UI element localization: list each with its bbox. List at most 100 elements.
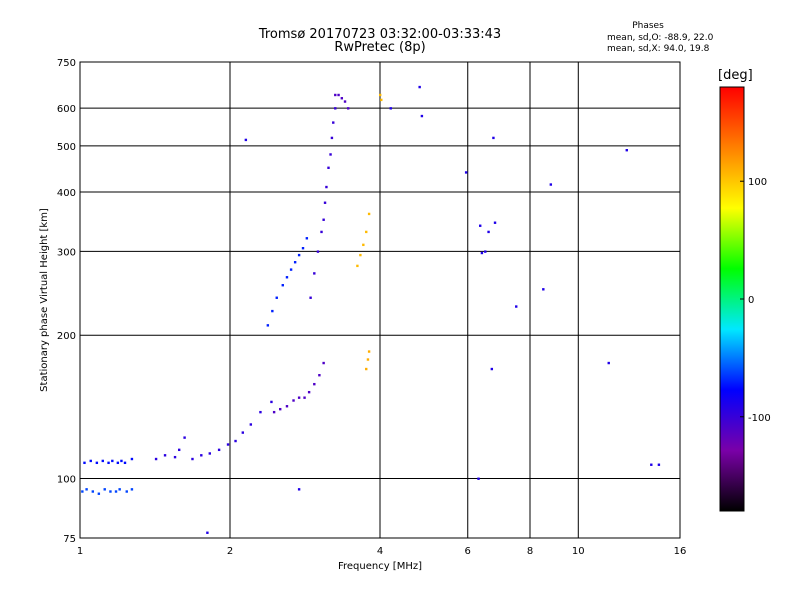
phase-info-heading: Phases (632, 21, 664, 31)
data-point (479, 224, 482, 227)
data-point (625, 148, 628, 152)
data-point (334, 93, 337, 97)
data-point (325, 185, 328, 189)
data-point (244, 138, 248, 142)
data-point (316, 250, 320, 253)
data-point (307, 390, 311, 394)
data-point (542, 288, 545, 291)
data-point (292, 399, 295, 402)
x-tick-label: 6 (465, 546, 471, 557)
data-point (484, 250, 487, 253)
data-point (118, 488, 121, 491)
y-axis-label: Stationary phase Virtual Height [km] (39, 208, 50, 392)
chart-title: Tromsø 20170723 03:32:00-03:33:43 (258, 27, 502, 42)
data-point (657, 463, 661, 466)
data-point (97, 492, 101, 495)
data-point (293, 261, 297, 264)
data-point (270, 400, 273, 404)
data-point (389, 107, 392, 110)
colorbar-ticks: 100 0 -100 (740, 177, 771, 424)
phase-info-x-mode: mean, sd,X: 94.0, 19.8 (607, 44, 710, 54)
data-point (241, 431, 245, 434)
y-tick-label: 750 (57, 58, 76, 69)
plot-frame (79, 61, 681, 539)
data-point (297, 253, 301, 257)
data-point (206, 531, 209, 534)
data-point (322, 218, 325, 221)
y-tick-label: 75 (63, 534, 76, 545)
y-tick-label: 400 (57, 188, 76, 199)
data-point (289, 268, 293, 271)
data-point (515, 305, 518, 308)
data-point (130, 457, 134, 461)
colorbar-tick-label: -100 (748, 413, 771, 424)
data-point (271, 309, 274, 313)
data-point (275, 296, 278, 299)
data-point (83, 461, 86, 465)
x-axis-label: Frequency [MHz] (338, 561, 422, 572)
data-point (266, 324, 270, 327)
data-point (234, 439, 237, 443)
data-point (329, 153, 332, 156)
data-point (116, 461, 120, 465)
x-tick-label: 1 (77, 546, 83, 557)
data-point (81, 490, 84, 493)
data-point (320, 230, 323, 234)
data-point (650, 463, 653, 466)
data-point (359, 253, 362, 257)
data-point (95, 461, 99, 465)
data-point (343, 100, 347, 103)
x-tick-label: 8 (527, 546, 533, 557)
data-point (249, 423, 253, 426)
data-point (272, 410, 276, 414)
x-tick-label: 10 (572, 546, 585, 557)
data-point (285, 405, 289, 408)
data-point (107, 461, 110, 465)
data-point (89, 459, 92, 463)
data-point (493, 221, 497, 224)
data-point (322, 361, 325, 365)
data-point (492, 136, 495, 140)
data-point (365, 367, 368, 371)
grid-lines (80, 62, 680, 538)
data-point (334, 107, 337, 110)
data-point (362, 243, 365, 247)
phase-info-o-mode: mean, sd,O: -88.9, 22.0 (607, 33, 714, 43)
data-point (297, 396, 301, 399)
data-point (477, 477, 480, 480)
data-point (303, 396, 306, 399)
data-point (297, 488, 301, 491)
data-point (464, 171, 468, 174)
x-tick-label: 2 (227, 546, 233, 557)
colorbar-tick-label: 100 (748, 177, 767, 188)
data-point (259, 410, 262, 414)
data-point (130, 488, 134, 491)
data-point (85, 488, 88, 491)
data-point (367, 350, 371, 353)
data-point (285, 276, 289, 279)
data-point (379, 93, 382, 97)
data-point (281, 284, 284, 287)
data-point (367, 212, 371, 216)
data-point (420, 114, 424, 118)
data-point (109, 490, 112, 493)
data-point (226, 443, 230, 446)
data-point (418, 85, 421, 89)
data-point (313, 272, 316, 275)
data-point (313, 382, 316, 386)
data-point (323, 201, 327, 204)
data-point (366, 358, 370, 361)
data-point (177, 448, 181, 452)
data-point (191, 457, 194, 461)
y-tick-label: 100 (57, 475, 76, 486)
data-point (123, 461, 127, 465)
data-point (337, 93, 340, 97)
colorbar-label: [deg] (718, 68, 753, 83)
data-point (183, 436, 186, 439)
data-point (480, 251, 484, 255)
data-point (111, 459, 114, 463)
y-tick-label: 200 (57, 331, 76, 342)
data-point (327, 166, 330, 169)
data-point (305, 237, 309, 240)
